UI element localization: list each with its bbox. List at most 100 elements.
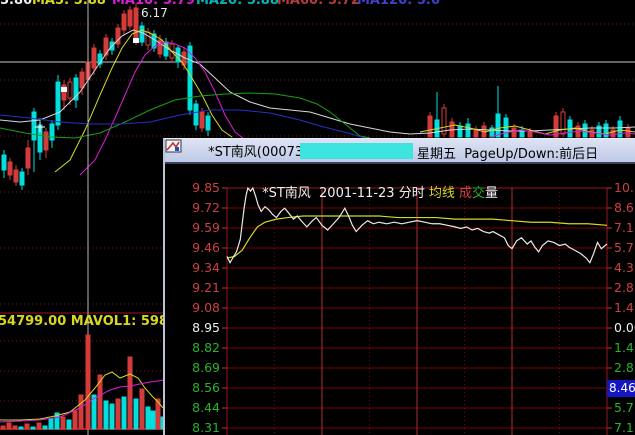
left-axis-label: 8.56 [192, 380, 220, 395]
volume-bar [66, 419, 72, 430]
volume-bar [6, 422, 12, 430]
ma-line [54, 29, 233, 173]
candle-body [157, 39, 163, 55]
candle-body [55, 81, 61, 126]
volume-label-1: 成 [459, 186, 473, 201]
left-axis-label: 8.44 [192, 400, 220, 415]
candle-body [19, 171, 25, 186]
volume-bar [12, 425, 18, 430]
popup-title-hint: 星期五 PageUp/Down:前后日 [417, 147, 599, 162]
volume-bar [109, 403, 115, 430]
volume-bar [121, 396, 127, 430]
volume-ma-line [0, 379, 164, 423]
volume-bar [115, 398, 121, 430]
price-line [226, 186, 608, 264]
left-axis-label: 9.08 [192, 300, 220, 315]
right-axis-label: 5.7 [614, 240, 634, 255]
ma-value-label: MA60: 5.72 [277, 0, 360, 8]
volume-bar [18, 426, 24, 430]
ma-value-label: MA120: 5.6 [357, 0, 440, 8]
candle-body [427, 115, 433, 138]
candle-body [553, 115, 559, 138]
candle-body [495, 113, 501, 138]
candle-body [121, 13, 127, 31]
right-axis-label: 1.4 [614, 340, 634, 355]
intraday-popup-window: *ST南风(000737) 星期五 PageUp/Down:前后日 9.85 10… [163, 138, 635, 435]
volume-bar [127, 356, 133, 430]
left-axis-label: 9.72 [192, 200, 220, 215]
candle-body [13, 169, 19, 183]
volume-label-2: 交 [472, 186, 486, 201]
mode-label: 分时 [398, 186, 429, 201]
left-axis-label: 8.82 [192, 340, 220, 355]
volume-bar [72, 410, 78, 430]
right-axis-label: 8.6 [614, 200, 634, 215]
candle-body [25, 147, 31, 169]
candle-body [465, 123, 471, 138]
intraday-chart-header: *ST南风 2001-11-23 分时 均线 成交量 [229, 167, 498, 216]
candle-marker [133, 38, 139, 43]
popup-title-bar[interactable]: *ST南风(000737) 星期五 PageUp/Down:前后日 [165, 139, 635, 164]
candle-body [67, 81, 73, 99]
intraday-chart[interactable]: 9.85 10.1 9.72 8.6 9.59 7.1 9.46 5.7 9.34 4.3 9.21… [165, 164, 635, 435]
right-axis-label: 2.8 [614, 360, 634, 375]
volume-bar [97, 374, 103, 430]
current-price-badge: 8.46 [607, 380, 635, 397]
volume-bar [42, 425, 48, 430]
candle-body [127, 9, 133, 27]
left-axis-label: 9.21 [192, 280, 220, 295]
candle-body [61, 84, 67, 101]
intraday-chart-body: 9.85 10.1 9.72 8.6 9.59 7.1 9.46 5.7 9.34 4.3 9.21… [165, 164, 635, 435]
candle-body [489, 127, 495, 138]
volume-bar [36, 422, 42, 430]
volume-bar [24, 423, 30, 430]
candle-body [79, 71, 85, 89]
right-axis-label: 10.1 [614, 180, 635, 195]
peak-price-label: 6.17 [141, 6, 168, 20]
right-axis-label: 7.1 [614, 420, 634, 435]
candle-body [527, 131, 533, 138]
left-axis-label: 9.59 [192, 220, 220, 235]
candle-body [511, 127, 517, 138]
candle-body [115, 27, 121, 45]
left-axis-label: 9.85 [192, 180, 220, 195]
volume-bar [150, 410, 156, 430]
candle-body [610, 129, 616, 138]
volume-bar [60, 416, 66, 430]
right-axis-label: 4.3 [614, 260, 634, 275]
candle-body [43, 131, 49, 151]
ma-line [79, 41, 244, 176]
candle-body [617, 120, 623, 138]
candle-body [7, 161, 13, 176]
candle-body [625, 127, 631, 138]
candle-body [103, 37, 109, 56]
candle-body [589, 129, 595, 138]
candle-body [193, 103, 199, 126]
candle-body [91, 47, 97, 69]
avg-line-label: 均线 [428, 186, 459, 201]
left-axis-label: 8.69 [192, 360, 220, 375]
candle-body [603, 123, 609, 138]
candle-body [31, 111, 37, 141]
volume-ma-line [0, 371, 164, 421]
ma-line [0, 92, 371, 139]
stock-name: *ST南风 [262, 186, 311, 201]
volume-bar [103, 400, 109, 430]
volume-bar [78, 394, 84, 430]
right-axis-label: 5.7 [614, 400, 634, 415]
candle-body [596, 125, 602, 138]
candle-body [139, 25, 145, 43]
ma-value-label: 5.86 [0, 0, 33, 8]
left-axis-label: 8.95 [192, 320, 220, 335]
volume-bar [155, 398, 161, 430]
ma-value-label: MA5: 5.88 [32, 0, 106, 8]
volume-label-3: 量 [485, 186, 499, 201]
left-axis-label: 9.34 [192, 260, 220, 275]
volume-bar [85, 334, 91, 430]
volume-bar [30, 426, 36, 430]
candle-body [133, 7, 139, 41]
volume-bar [48, 418, 54, 430]
candle-body [145, 31, 151, 46]
